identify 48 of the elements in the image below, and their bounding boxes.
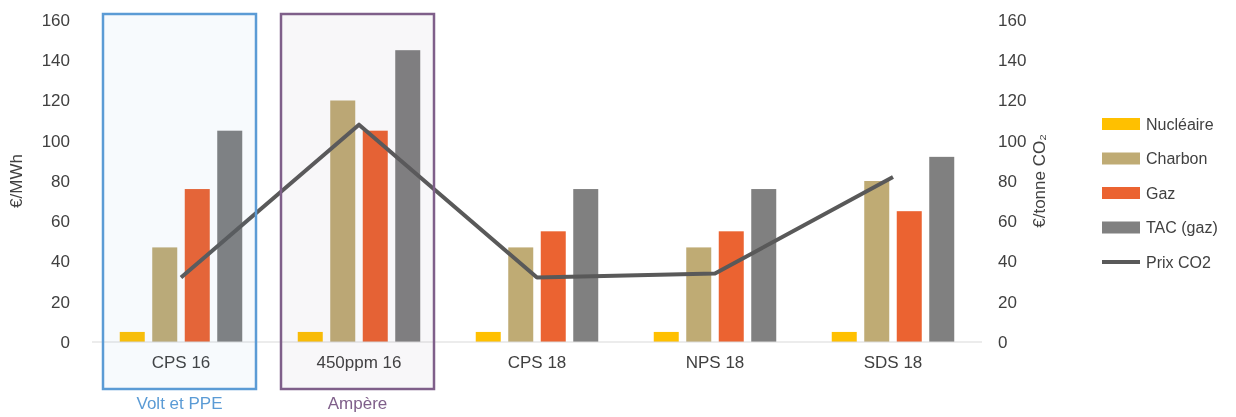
band-label: Ampère: [327, 394, 388, 413]
x-tick-label: 450ppm 16: [316, 353, 402, 372]
legend-label: Nucléaire: [1146, 115, 1214, 133]
legend-label: Prix CO2: [1146, 253, 1211, 271]
y-tick-label: 60: [51, 212, 70, 232]
y2-tick-label: 0: [998, 332, 1008, 352]
bar: [152, 247, 178, 342]
y2-tick-label: 140: [998, 51, 1027, 71]
bar: [718, 231, 744, 342]
y-tick-label: 0: [60, 332, 70, 352]
band-label: Volt et PPE: [136, 394, 223, 413]
bar: [508, 247, 534, 342]
y2-tick-label: 80: [998, 171, 1017, 191]
y2-tick-label: 60: [998, 212, 1017, 232]
x-tick-label: SDS 18: [863, 353, 923, 372]
bar: [751, 189, 777, 342]
y-tick-label: 160: [41, 10, 70, 30]
y-tick-label: 20: [51, 292, 70, 312]
bar: [540, 231, 566, 342]
y-tick-label: 120: [41, 91, 70, 111]
y2-tick-label: 100: [998, 131, 1027, 151]
y-tick-label: 80: [51, 171, 70, 191]
y2-axis-title: €/tonne CO₂: [1030, 134, 1049, 228]
bar: [184, 189, 210, 342]
y-tick-label: 100: [41, 131, 70, 151]
bar: [896, 211, 922, 342]
bar: [330, 100, 356, 342]
legend-label: TAC (gaz): [1146, 219, 1218, 237]
x-tick-label: NPS 18: [685, 353, 745, 372]
y2-tick-label: 120: [998, 91, 1027, 111]
y-axis-title: €/MWh: [7, 154, 26, 208]
bar: [395, 50, 421, 342]
bar: [573, 189, 599, 342]
legend-label: Charbon: [1146, 150, 1208, 168]
bar: [686, 247, 712, 342]
bar: [217, 130, 243, 342]
y-tick-label: 40: [51, 252, 70, 272]
bar: [864, 181, 890, 342]
y2-tick-label: 160: [998, 10, 1027, 30]
x-tick-label: CPS 16: [151, 353, 211, 372]
bar: [362, 130, 388, 342]
legend-label: Gaz: [1146, 184, 1176, 202]
y-tick-label: 140: [41, 51, 70, 71]
y2-tick-label: 20: [998, 292, 1017, 312]
line-series: [179, 122, 895, 280]
x-tick-label: CPS 18: [507, 353, 567, 372]
bar: [929, 156, 955, 342]
y2-tick-label: 40: [998, 252, 1017, 272]
